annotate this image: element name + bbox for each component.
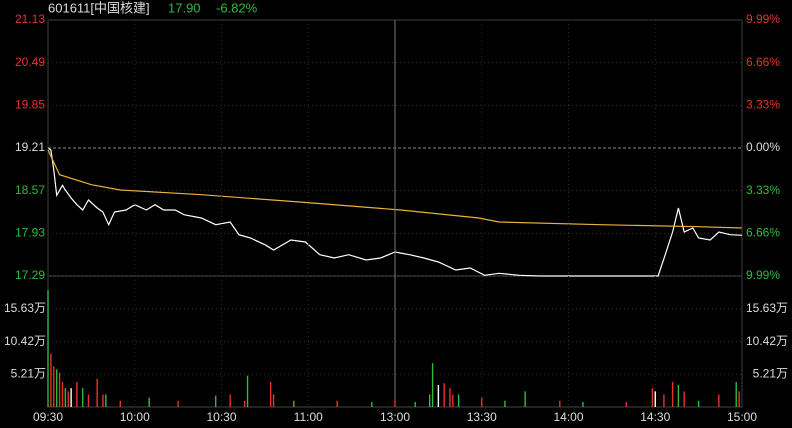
x-tick-label: 14:00: [553, 410, 583, 424]
volume-bar: [243, 400, 246, 407]
volume-bar: [58, 372, 61, 407]
volume-bar: [431, 363, 434, 407]
volume-bar: [82, 388, 84, 407]
x-tick-label: 13:30: [467, 410, 497, 424]
volume-bar: [371, 401, 373, 407]
y2-tick-label: 3.33%: [746, 183, 780, 197]
volume-bar: [443, 383, 445, 407]
volume-bar: [177, 400, 179, 407]
y-tick-label: 15.63万: [4, 301, 46, 315]
chart-title: 601611[中国核建]: [48, 0, 150, 15]
y2-tick-label: 6.66%: [746, 226, 780, 240]
volume-bar: [148, 397, 150, 407]
volume-bar: [64, 388, 67, 407]
y2-tick-label: 5.21万: [753, 367, 788, 381]
volume-bar: [53, 366, 55, 407]
y-tick-label: 17.29: [15, 268, 45, 282]
price-line: [47, 149, 743, 229]
y-tick-label: 17.93: [15, 226, 45, 240]
volume-bar: [61, 381, 64, 407]
volume-bar: [677, 385, 680, 407]
volume-bar: [449, 388, 451, 407]
y2-tick-label: 6.66%: [746, 55, 780, 69]
volume-bar: [651, 388, 654, 407]
volume-bar: [87, 394, 90, 407]
volume-bar: [663, 394, 665, 407]
price-line: [47, 147, 743, 277]
volume-bar: [481, 397, 483, 407]
x-tick-label: 10:30: [206, 410, 236, 424]
y2-tick-label: 9.99%: [746, 268, 780, 282]
x-tick-label: 13:00: [380, 410, 410, 424]
volume-bar: [738, 391, 740, 407]
y-tick-label: 21.13: [15, 12, 45, 26]
volume-bar: [50, 353, 52, 407]
volume-bar: [683, 391, 685, 407]
volume-bar: [96, 378, 98, 407]
x-tick-label: 11:00: [294, 410, 323, 424]
y2-tick-label: 3.33%: [746, 98, 780, 112]
y-tick-label: 20.49: [15, 55, 45, 69]
volume-bar: [293, 400, 295, 407]
x-tick-label: 14:30: [640, 410, 670, 424]
volume-bar: [654, 391, 656, 407]
volume-bar: [55, 369, 58, 407]
volume-bar: [336, 400, 338, 407]
volume-bar: [582, 401, 584, 407]
y2-tick-label: 10.42万: [746, 334, 788, 348]
volume-bar: [269, 381, 272, 407]
volume-bar: [272, 394, 275, 407]
volume-bar: [105, 394, 107, 407]
volume-bar: [437, 385, 440, 407]
x-tick-label: 09:30: [33, 410, 63, 424]
volume-bar: [229, 394, 231, 407]
volume-bar: [697, 400, 700, 407]
volume-bar: [671, 381, 674, 407]
volume-bar: [504, 400, 506, 407]
volume-bar: [246, 375, 249, 407]
last-price: 17.90: [168, 0, 201, 15]
volume-bar: [76, 381, 78, 407]
volume-bar: [414, 401, 416, 407]
volume-bar: [119, 400, 121, 407]
y-tick-label: 19.21: [15, 140, 45, 154]
y-tick-label: 5.21万: [11, 367, 46, 381]
change-percent: -6.82%: [216, 0, 258, 15]
y2-tick-label: 15.63万: [746, 301, 788, 315]
volume-bar: [457, 394, 460, 407]
y-tick-label: 18.57: [15, 183, 45, 197]
y-tick-label: 19.85: [15, 98, 45, 112]
volume-bar: [429, 394, 431, 407]
volume-bar: [735, 381, 737, 407]
volume-bar: [394, 400, 396, 407]
volume-bar: [452, 394, 454, 407]
volume-bar: [559, 400, 561, 407]
volume-bar: [67, 391, 69, 407]
volume-bar: [718, 394, 720, 407]
x-tick-label: 10:00: [120, 410, 150, 424]
volume-bar: [625, 401, 628, 407]
y2-tick-label: 0.00%: [746, 140, 780, 154]
volume-bar: [215, 395, 217, 407]
volume-bar: [47, 289, 49, 407]
volume-bar: [102, 394, 104, 407]
x-tick-label: 15:00: [727, 410, 757, 424]
volume-bar: [70, 388, 72, 407]
y-tick-label: 10.42万: [4, 334, 46, 348]
y2-tick-label: 9.99%: [746, 12, 780, 26]
volume-bar: [524, 391, 526, 407]
